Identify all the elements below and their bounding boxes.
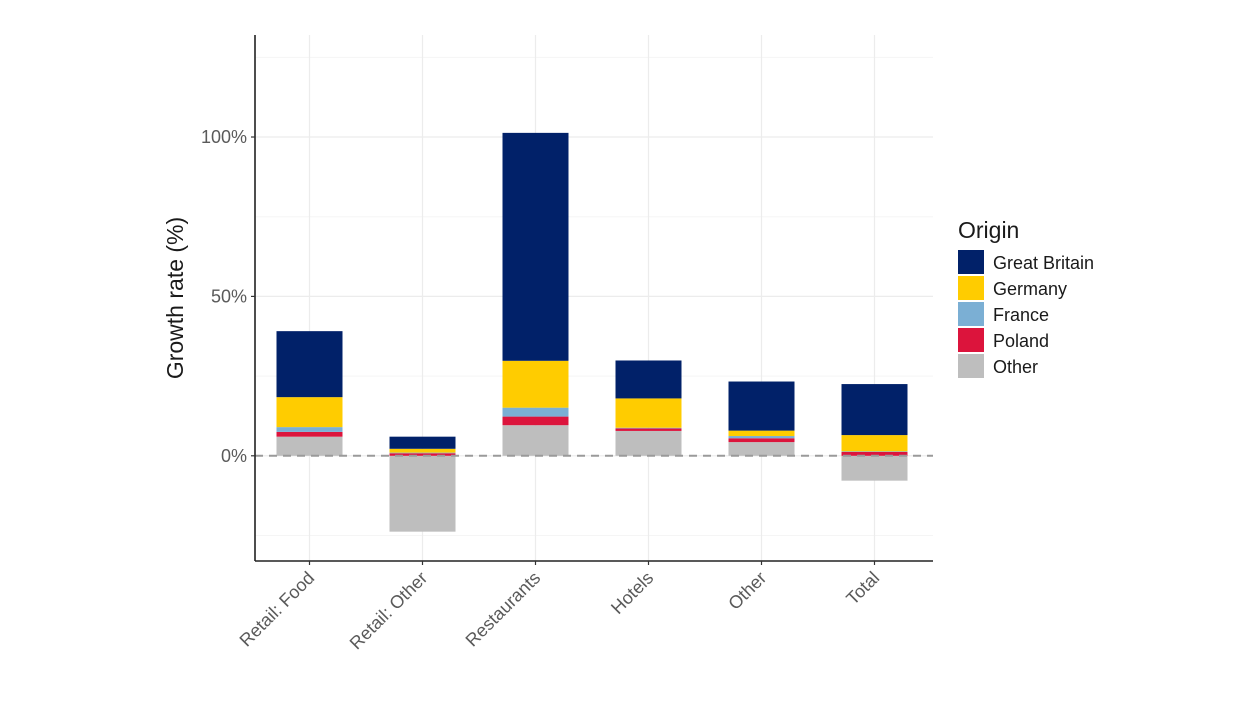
bar-segment-poland-other xyxy=(728,438,795,443)
bar-segment-poland-restaurants xyxy=(502,416,569,426)
legend-label-germany: Germany xyxy=(993,279,1067,299)
bar-segment-france-total xyxy=(841,451,908,452)
x-tick-label: Total xyxy=(842,568,883,609)
legend-swatch-france xyxy=(958,302,984,326)
bar-segment-germany-retail-other xyxy=(389,448,456,453)
y-axis-title: Growth rate (%) xyxy=(162,217,188,379)
legend-swatch-poland xyxy=(958,328,984,352)
grid-layer xyxy=(255,35,933,561)
y-tick-label: 100% xyxy=(201,127,247,147)
legend-label-poland: Poland xyxy=(993,331,1049,351)
bar-segment-france-hotels xyxy=(615,427,682,429)
x-tick-label: Other xyxy=(724,568,770,614)
bar-segment-other-other xyxy=(728,442,795,456)
legend: Origin Great Britain Germany France Poland O… xyxy=(958,217,1094,378)
bar-segment-germany-total xyxy=(841,435,908,452)
bar-segment-germany-restaurants xyxy=(502,360,569,408)
bar-segment-poland-total xyxy=(841,451,908,456)
bar-segment-germany-retail-food xyxy=(276,397,343,428)
bar-segment-germany-hotels xyxy=(615,398,682,428)
bar-segment-france-retail-food xyxy=(276,427,343,432)
bar-segment-france-other xyxy=(728,436,795,439)
bar-segment-poland-hotels xyxy=(615,428,682,431)
bar-segment-poland-retail-food xyxy=(276,431,343,437)
legend-label-other: Other xyxy=(993,357,1038,377)
bars-layer xyxy=(276,132,908,532)
bar-segment-france-restaurants xyxy=(502,407,569,417)
legend-swatch-great-britain xyxy=(958,250,984,274)
y-tick-label: 50% xyxy=(211,286,247,306)
x-tick-label: Retail: Food xyxy=(236,568,319,651)
x-tick-label: Retail: Other xyxy=(346,568,432,654)
bar-segment-great-britain-retail-food xyxy=(276,331,343,398)
y-tick-label: 0% xyxy=(221,446,247,466)
x-tick-label: Hotels xyxy=(607,568,657,618)
bar-segment-poland-retail-other xyxy=(389,453,456,456)
bar-segment-other-total xyxy=(841,455,908,481)
bar-segment-great-britain-total xyxy=(841,384,908,436)
bar-segment-other-retail-other xyxy=(389,455,456,532)
axes-layer xyxy=(254,35,933,562)
bar-segment-other-restaurants xyxy=(502,425,569,456)
bar-segment-france-retail-other xyxy=(389,452,456,454)
bar-segment-great-britain-other xyxy=(728,381,795,431)
bar-segment-germany-other xyxy=(728,430,795,437)
legend-label-france: France xyxy=(993,305,1049,325)
bar-segment-other-hotels xyxy=(615,430,682,456)
legend-title: Origin xyxy=(958,217,1019,243)
bar-segment-great-britain-restaurants xyxy=(502,132,569,361)
legend-swatch-germany xyxy=(958,276,984,300)
x-tick-label: Restaurants xyxy=(462,568,545,651)
legend-swatch-other xyxy=(958,354,984,378)
legend-label-great-britain: Great Britain xyxy=(993,253,1094,273)
bar-segment-other-retail-food xyxy=(276,436,343,456)
bar-segment-great-britain-retail-other xyxy=(389,436,456,449)
bar-segment-great-britain-hotels xyxy=(615,360,682,399)
